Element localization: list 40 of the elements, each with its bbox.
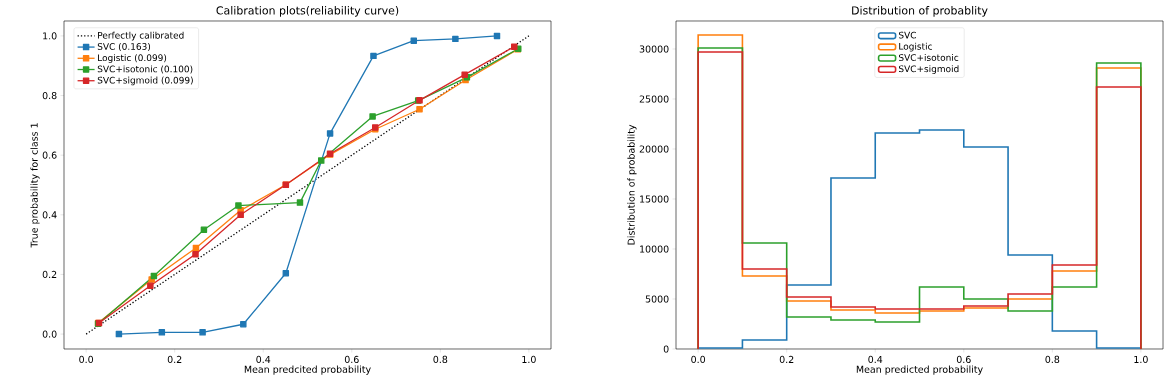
legend-label: SVC+sigmoid (0.099) (97, 76, 193, 86)
x-tick-label: 0.4 (256, 355, 271, 364)
legend-label: Logistic (0.099) (98, 54, 167, 63)
x-tick-label: 0.8 (1045, 355, 1060, 364)
x-tick-label: 1.0 (522, 355, 536, 364)
y-tick-label: 0.2 (42, 270, 57, 279)
legend-label: SVC (0.163) (97, 42, 151, 51)
chart-title: Distribution of probablity (852, 6, 988, 17)
y-tick-label: 1.0 (43, 32, 57, 40)
x-axis-title: Mean predicted probability (856, 365, 983, 375)
y-tick-label: 15000 (640, 195, 669, 203)
y-axis-title: True probability for class 1 (30, 123, 40, 248)
legend-label: Perfectly calibrated (98, 31, 184, 41)
x-tick-label: 0.2 (167, 355, 182, 364)
y-tick-label: 10000 (640, 245, 669, 253)
y-tick-label: 0.4 (42, 211, 57, 219)
y-tick-label: 20000 (639, 145, 669, 153)
y-tick-label: 30000 (639, 45, 669, 53)
legend-label: SVC+sigmoid (898, 65, 959, 74)
x-tick-label: 0.4 (868, 355, 883, 364)
y-tick-label: 0.8 (42, 91, 57, 100)
x-tick-label: 0.6 (344, 355, 359, 364)
legend-label: SVC+isotonic (898, 54, 959, 61)
x-tick-label: 0.0 (79, 355, 94, 364)
y-tick-label: 0 (663, 345, 669, 353)
x-tick-label: 0.0 (691, 355, 706, 364)
x-tick-label: 0.2 (779, 355, 794, 364)
legend-label: SVC+isotonic (0.100) (97, 65, 193, 74)
x-axis-title: Mean predcited probability (244, 365, 371, 375)
x-tick-label: 0.8 (433, 355, 448, 364)
y-tick-label: 0.6 (42, 151, 57, 159)
x-tick-label: 1.0 (1134, 355, 1148, 364)
y-tick-label: 0.0 (42, 330, 57, 338)
y-axis-title: Distribution of probability (627, 124, 637, 245)
legend-label: SVC (898, 31, 916, 39)
legend-label: Logistic (899, 42, 932, 52)
chart-title: Calibration plots(reliability curve) (216, 6, 399, 17)
y-tick-label: 5000 (645, 295, 669, 303)
x-tick-label: 0.6 (956, 355, 971, 364)
y-tick-label: 25000 (639, 95, 669, 103)
